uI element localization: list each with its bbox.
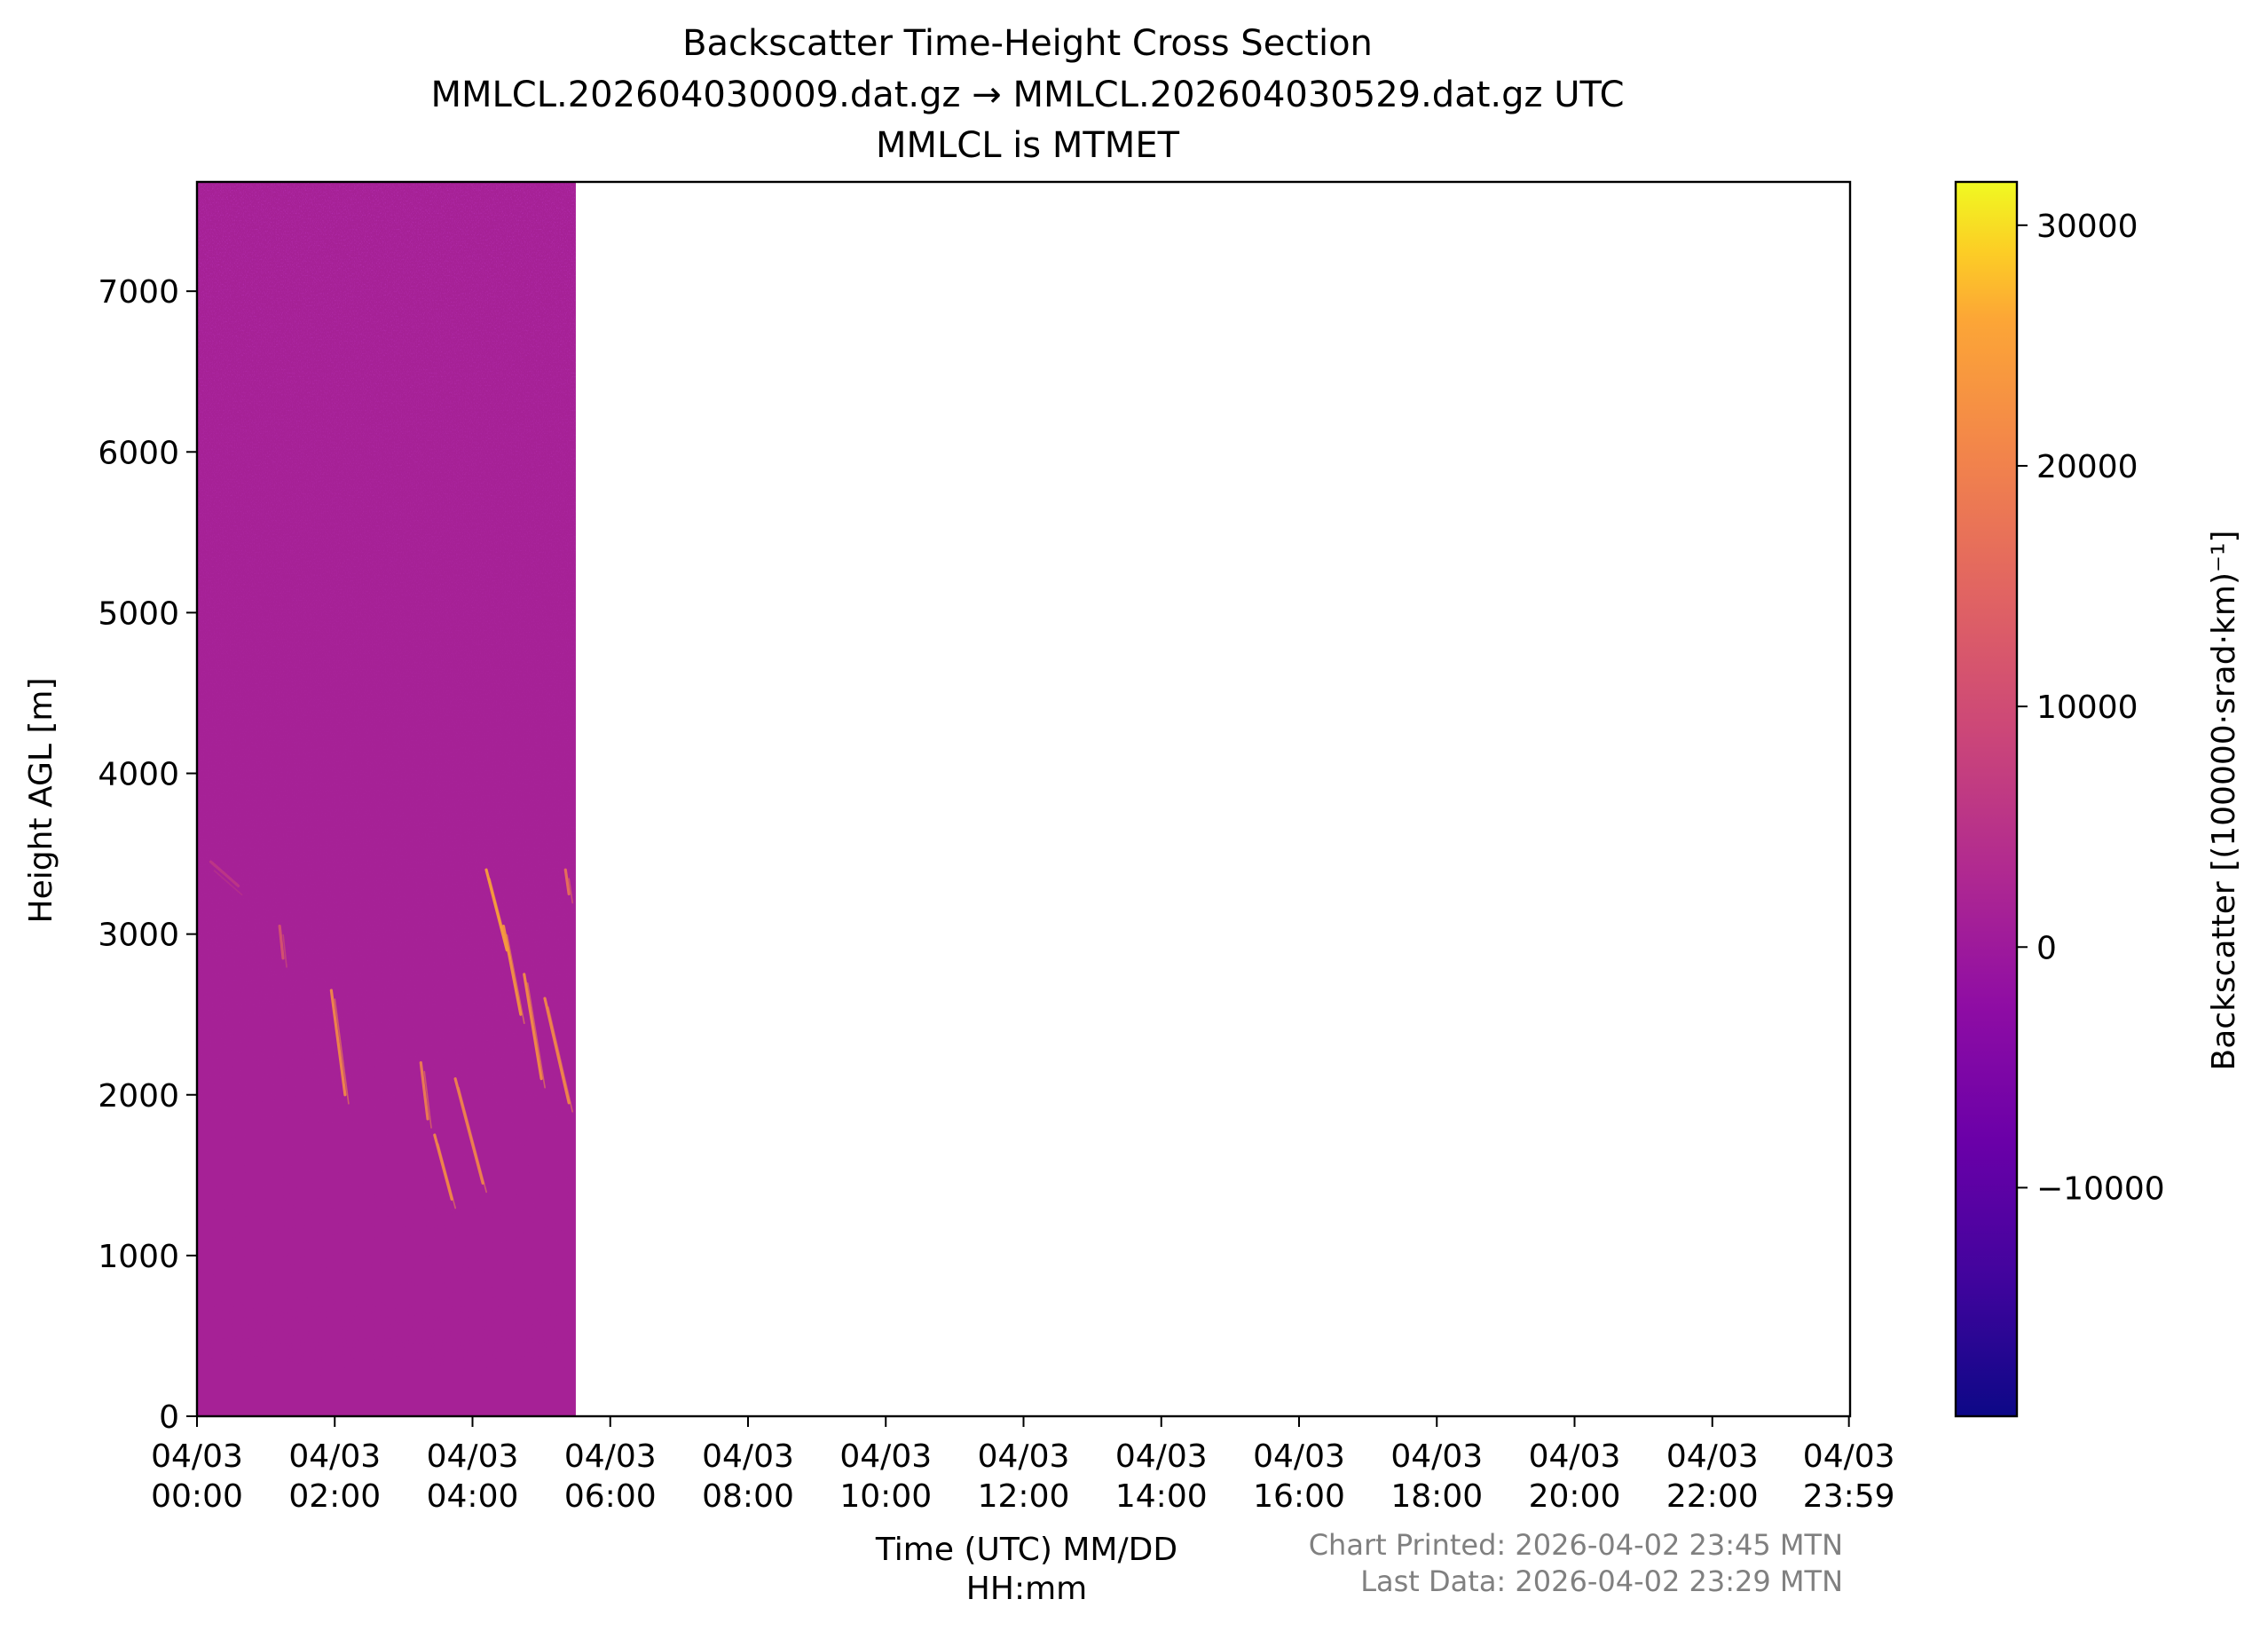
chart-printed-note: Chart Printed: 2026-04-02 23:45 MTN: [1309, 1528, 1843, 1562]
cloud-feature-6: [501, 924, 523, 1016]
x-tick-label-5-line-2: 10:00: [839, 1478, 932, 1515]
colorbar-ticks: −10000 0 10000 20000 30000: [2017, 209, 2165, 1207]
x-tick-label-9-line-1: 04/03: [1390, 1438, 1483, 1475]
cloud-feature-4-trace: [458, 1086, 487, 1194]
y-tick-label-1: 1000: [98, 1239, 179, 1275]
cloud-feature-1: [329, 989, 347, 1097]
data-region-noise: [197, 182, 576, 1416]
x-tick-label-6-line-2: 12:00: [978, 1478, 1070, 1515]
x-tick-label-4-line-2: 08:00: [702, 1478, 794, 1515]
y-tick-label-6: 6000: [98, 435, 179, 471]
x-tick-label-7-line-2: 14:00: [1115, 1478, 1208, 1515]
cloud-feature-10-trace: [282, 934, 287, 968]
x-tick-label-4-line-1: 04/03: [702, 1438, 794, 1475]
y-tick-label-2: 2000: [98, 1078, 179, 1115]
y-tick-label-7: 7000: [98, 274, 179, 311]
colorbar-tick-label-1: 0: [2036, 930, 2057, 966]
x-tick-label-1-line-2: 02:00: [288, 1478, 381, 1515]
cloud-feature-7-trace: [526, 982, 546, 1089]
x-tick-label-12-line-1: 04/03: [1803, 1438, 1895, 1475]
x-tick-label-11-line-1: 04/03: [1666, 1438, 1759, 1475]
colorbar-ramp: [1954, 180, 2019, 1418]
x-tick-label-2-line-2: 04:00: [427, 1478, 519, 1515]
cloud-feature-9-trace: [568, 878, 573, 904]
colorbar: −10000 0 10000 20000 30000: [1954, 180, 2165, 1418]
colorbar-tick-label-2: 10000: [2036, 689, 2138, 726]
cloud-feature-10: [278, 924, 285, 960]
y-tick-label-0: 0: [159, 1399, 179, 1436]
colorbar-tick-label-3: 20000: [2036, 449, 2138, 485]
chart-title-line-1: Backscatter Time-Height Cross Section: [682, 23, 1373, 64]
x-tick-label-1-line-1: 04/03: [288, 1438, 381, 1475]
x-axis-label-line-2: HH:mm: [966, 1571, 1087, 1607]
x-tick-label-10-line-1: 04/03: [1529, 1438, 1621, 1475]
x-tick-label-7-line-1: 04/03: [1115, 1438, 1208, 1475]
x-tick-label-3-line-1: 04/03: [564, 1438, 657, 1475]
x-tick-label-8-line-2: 16:00: [1253, 1478, 1345, 1515]
x-tick-label-11-line-2: 22:00: [1666, 1478, 1759, 1515]
cloud-feature-11: [209, 860, 240, 887]
x-axis-label-line-1: Time (UTC) MM/DD: [875, 1532, 1177, 1568]
x-axis: 04/0300:0004/0302:0004/0304:0004/0306:00…: [151, 1416, 1895, 1515]
cloud-feature-11-trace: [213, 870, 243, 896]
colorbar-label: Backscatter [(100000·srad·km)⁻¹]: [2206, 531, 2242, 1071]
cloud-feature-2-trace: [423, 1070, 432, 1129]
cloud-feature-6-trace: [506, 934, 525, 1025]
x-tick-label-12-line-2: 23:59: [1803, 1478, 1895, 1515]
x-tick-label-3-line-2: 06:00: [564, 1478, 657, 1515]
cloud-feature-5: [484, 868, 508, 952]
cloud-feature-1-trace: [334, 998, 350, 1105]
cloud-feature-4: [453, 1077, 484, 1185]
y-tick-label-3: 3000: [98, 918, 179, 954]
x-tick-label-0-line-2: 00:00: [151, 1478, 243, 1515]
x-tick-label-6-line-1: 04/03: [978, 1438, 1070, 1475]
x-tick-label-5-line-1: 04/03: [839, 1438, 932, 1475]
cloud-feature-7: [523, 973, 543, 1081]
cloud-feature-8: [543, 997, 571, 1105]
cloud-feature-8-trace: [547, 1006, 573, 1113]
y-tick-label-4: 4000: [98, 757, 179, 793]
cloud-feature-9: [563, 868, 571, 895]
x-tick-label-0-line-1: 04/03: [151, 1438, 243, 1475]
x-tick-label-10-line-2: 20:00: [1529, 1478, 1621, 1515]
y-tick-label-5: 5000: [98, 595, 179, 632]
plot-area: [195, 180, 1852, 1418]
x-tick-label-2-line-1: 04/03: [427, 1438, 519, 1475]
x-tick-label-9-line-2: 18:00: [1390, 1478, 1483, 1515]
chart-title-line-3: MMLCL is MTMET: [876, 125, 1180, 166]
cloud-feature-2: [419, 1060, 429, 1121]
cloud-feature-3-trace: [437, 1143, 457, 1209]
cloud-feature-3: [433, 1133, 453, 1202]
x-tick-label-8-line-1: 04/03: [1253, 1438, 1345, 1475]
chart-title-line-2: MMLCL.202604030009.dat.gz → MMLCL.202604…: [430, 75, 1624, 115]
last-data-note: Last Data: 2026-04-02 23:29 MTN: [1360, 1564, 1843, 1598]
colorbar-tick-label-0: −10000: [2036, 1170, 2165, 1207]
colorbar-tick-label-4: 30000: [2036, 209, 2138, 245]
y-axis-label: Height AGL [m]: [23, 678, 59, 924]
y-axis: 0 1000 2000 3000 4000 5000 6000 7000: [98, 274, 197, 1436]
cloud-features: [209, 860, 573, 1209]
